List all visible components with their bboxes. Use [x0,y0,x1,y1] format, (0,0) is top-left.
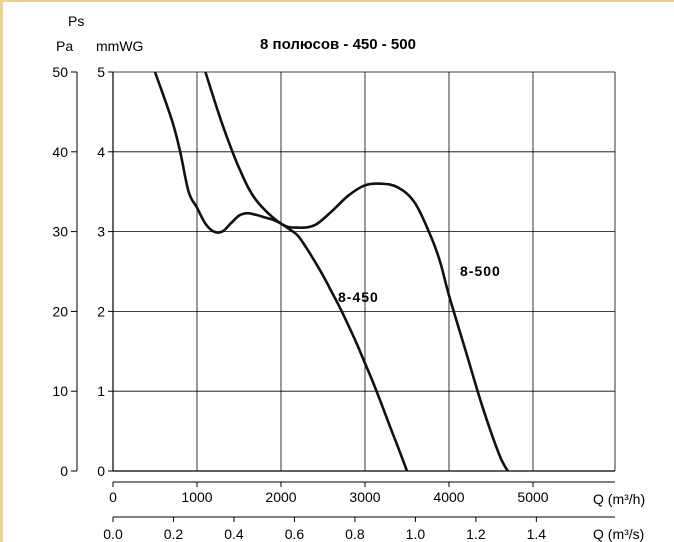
m3h-tick-label: 0 [109,489,117,505]
m3s-tick-label: 1.0 [406,526,426,542]
x-axis-label-m3s: Q (m³/s) [593,526,644,542]
series-label-8-450: 8-450 [338,289,379,305]
mmwg-tick-label: 4 [97,144,105,160]
y-axis-label-pa: Pa [56,38,73,54]
grid [113,71,615,471]
x-axis-label-m3h: Q (m³/h) [593,491,645,507]
mmwg-tick-label: 0 [97,463,105,479]
m3h-tick-label: 2000 [265,489,296,505]
axes [71,71,616,522]
chart-title: 8 полюсов - 450 - 500 [260,36,416,53]
pa-tick-label: 30 [52,224,68,240]
m3s-tick-label: 1.4 [527,526,547,542]
m3s-tick-label: 0.2 [164,526,184,542]
mmwg-tick-label: 5 [97,64,105,80]
m3s-tick-label: 0.6 [285,526,305,542]
mmwg-tick-label: 1 [97,383,105,399]
m3s-tick-label: 1.2 [466,526,486,542]
mmwg-tick-label: 3 [97,224,105,240]
m3h-tick-label: 4000 [433,489,464,505]
m3s-tick-label: 0.0 [103,526,123,542]
mmwg-tick-label: 2 [97,303,105,319]
y-axis-label-mmwg: mmWG [96,38,143,54]
m3h-tick-label: 3000 [349,489,380,505]
m3h-tick-label: 5000 [517,489,548,505]
pa-tick-label: 40 [52,144,68,160]
pa-tick-label: 10 [52,383,68,399]
series-label-8-500: 8-500 [460,263,501,279]
m3s-tick-label: 0.8 [345,526,365,542]
pa-tick-label: 50 [52,64,68,80]
series-line-8-500 [204,71,509,472]
pa-tick-label: 0 [60,463,68,479]
pa-tick-label: 20 [52,303,68,319]
y-axis-label-ps: Ps [68,13,84,29]
m3s-tick-label: 0.4 [224,526,244,542]
m3h-tick-label: 1000 [181,489,212,505]
series-group [153,71,509,472]
